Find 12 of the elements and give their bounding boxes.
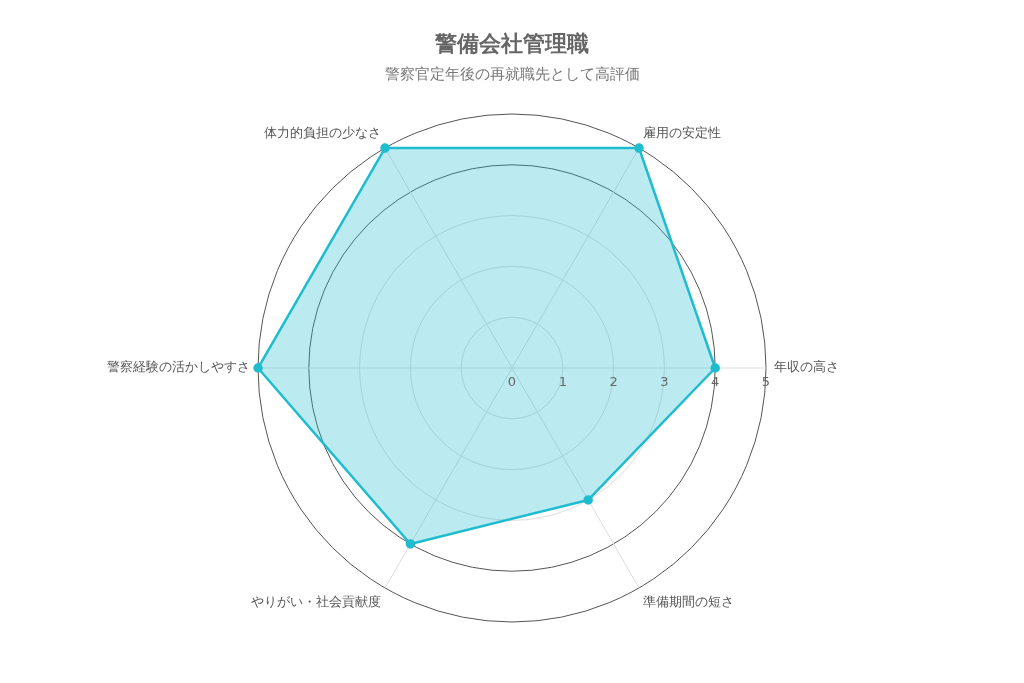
y-tick-label: 2: [609, 373, 618, 389]
spoke-label: 雇用の安定性: [643, 124, 721, 140]
chart-subtitle: 警察官定年後の再就職先として高評価: [384, 65, 640, 84]
spoke-label: やりがい・社会貢献度: [251, 594, 381, 610]
chart-title: 警備会社管理職: [434, 30, 589, 56]
spoke-label: 警察経験の活かしやすさ: [107, 359, 250, 375]
spoke-label: 体力的負担の少なさ: [264, 124, 381, 140]
y-tick-label: 3: [660, 373, 669, 389]
spoke-label: 年収の高さ: [774, 359, 839, 375]
y-tick-label: 0: [507, 373, 517, 389]
spoke-label: 準備期間の短さ: [643, 594, 734, 610]
y-tick-label: 1: [558, 373, 567, 389]
